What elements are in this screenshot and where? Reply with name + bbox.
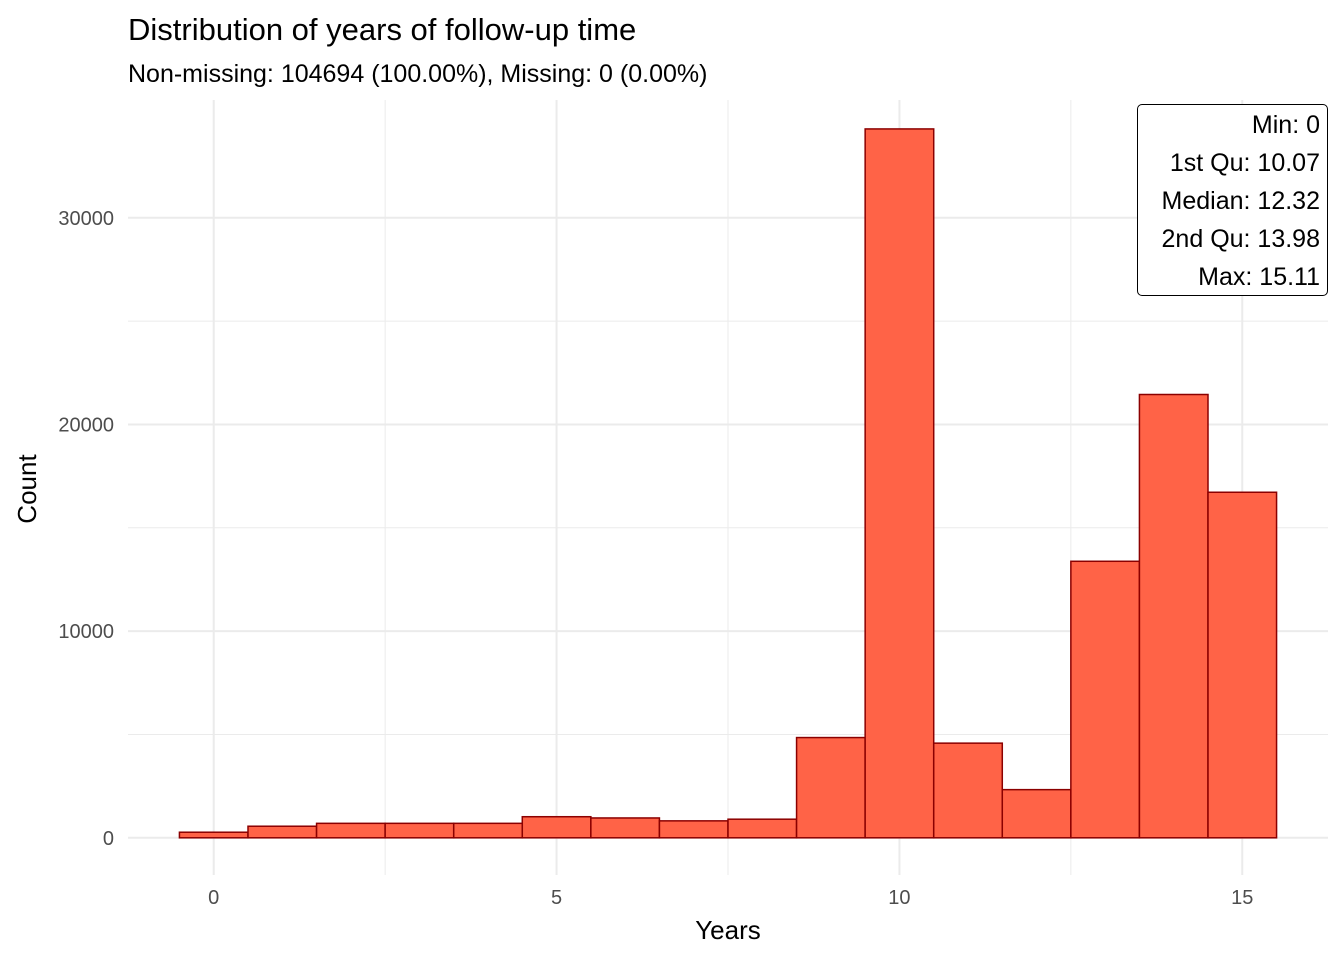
y-tick-label: 0 xyxy=(103,828,114,850)
stat-max: Max: 15.11 xyxy=(1198,263,1320,291)
histogram-bar xyxy=(932,742,1004,839)
stat-second-quartile: 2nd Qu: 13.98 xyxy=(1161,225,1320,253)
histogram-bar xyxy=(178,831,249,839)
histogram-bar xyxy=(590,817,661,839)
y-tick-label: 20000 xyxy=(58,414,114,436)
histogram-bar xyxy=(1001,788,1072,839)
stat-median: Median: 12.32 xyxy=(1161,187,1320,215)
histogram-bars xyxy=(178,128,1278,839)
summary-stats-box: Min: 0 1st Qu: 10.07 Median: 12.32 2nd Q… xyxy=(1137,104,1328,296)
histogram-bar xyxy=(658,820,729,839)
stat-first-quartile: 1st Qu: 10.07 xyxy=(1169,149,1320,177)
chart-subtitle: Non-missing: 104694 (100.00%), Missing: … xyxy=(128,60,708,88)
x-axis-title: Years xyxy=(695,915,761,945)
histogram-bar xyxy=(452,822,524,839)
histogram-bar xyxy=(795,736,866,839)
x-tick-label: 15 xyxy=(1231,887,1253,909)
histogram-bar xyxy=(727,818,798,839)
chart-title: Distribution of years of follow-up time xyxy=(128,12,637,47)
x-tick-label: 5 xyxy=(551,887,562,909)
x-tick-label: 10 xyxy=(888,887,910,909)
histogram-bar xyxy=(1207,491,1278,839)
histogram-bar xyxy=(1138,393,1209,839)
y-axis-title: Count xyxy=(12,454,42,524)
histogram-bar xyxy=(864,128,935,839)
histogram-bar xyxy=(384,822,455,839)
x-tick-label: 0 xyxy=(208,887,219,909)
y-axis-ticks: 0 10000 20000 30000 xyxy=(58,208,114,850)
histogram-bar xyxy=(521,815,592,839)
stat-min: Min: 0 xyxy=(1251,111,1320,139)
y-tick-label: 30000 xyxy=(58,208,114,230)
histogram-bar xyxy=(315,822,386,839)
histogram-bar xyxy=(247,825,318,839)
x-axis-ticks: 0 5 10 15 xyxy=(208,887,1253,909)
y-tick-label: 10000 xyxy=(58,621,114,643)
histogram-bar xyxy=(1070,560,1141,839)
